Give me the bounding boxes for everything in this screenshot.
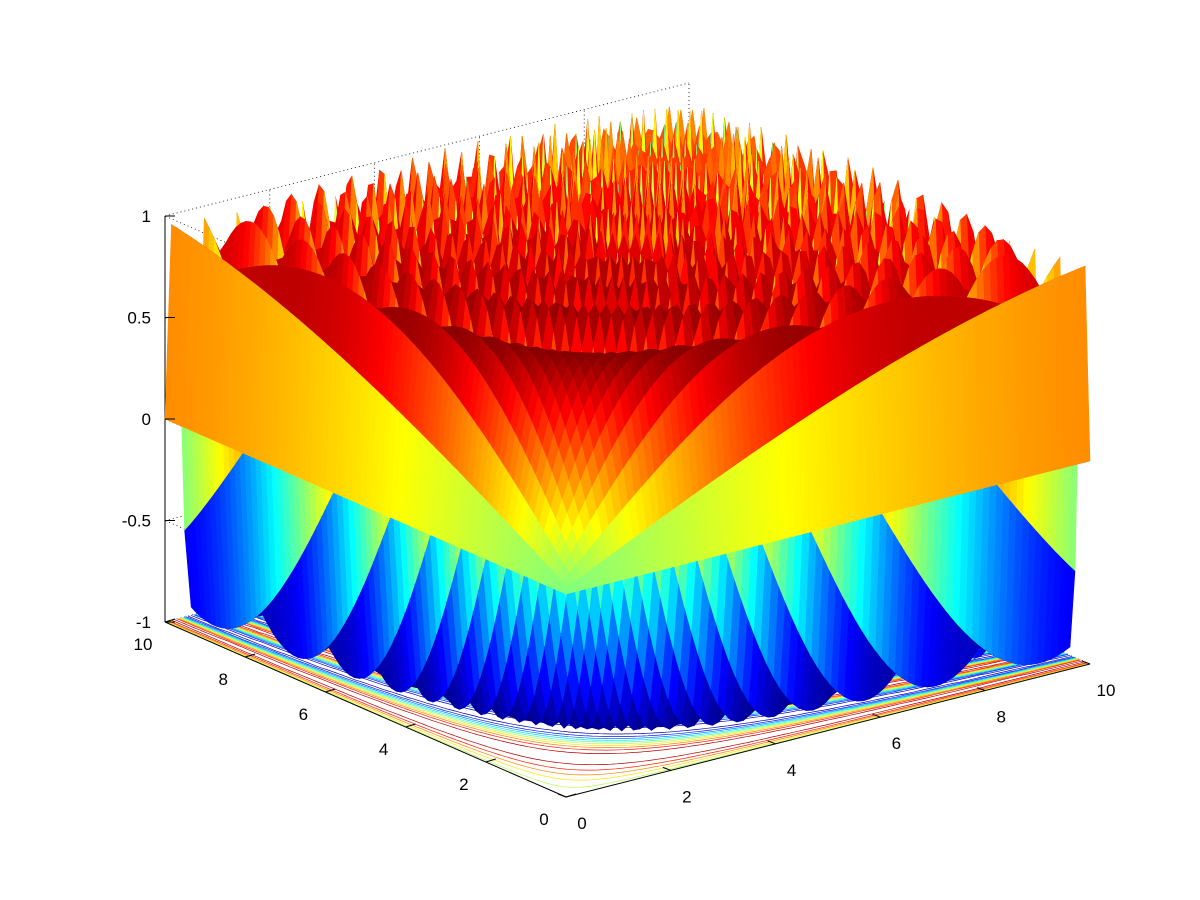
y-axis-line: [164, 621, 567, 798]
x-axis-line: [565, 663, 1091, 798]
surface-mesh: [164, 106, 1091, 732]
